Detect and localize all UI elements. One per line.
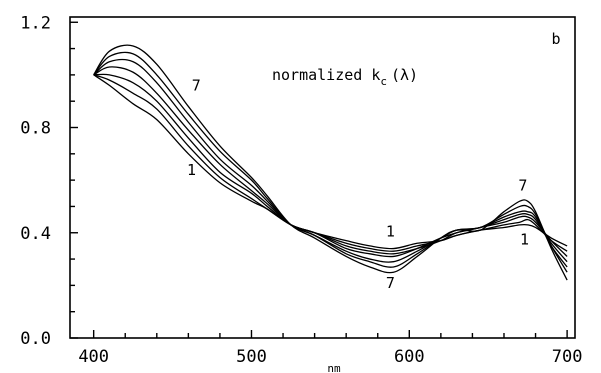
curve-label: 7 (518, 177, 527, 195)
y-tick-label: 1.2 (20, 13, 51, 33)
y-tick-label: 0.0 (20, 329, 51, 349)
curve-label: 1 (386, 223, 395, 241)
tick-labels: 400 500 600 700 0.0 0.4 0.8 1.2 (20, 13, 582, 367)
series-line-5 (93, 58, 568, 268)
y-tick-label: 0.8 (20, 119, 51, 139)
annotation-text: normalized kc (λ) (272, 66, 418, 88)
curve-label: 1 (187, 161, 196, 179)
y-tick-label: 0.4 (20, 224, 51, 244)
annotation-subscript: c (380, 75, 387, 88)
series-line-4 (93, 66, 568, 263)
x-axis-label: nm (327, 362, 341, 373)
tick-marks (70, 21, 568, 339)
series-line-7 (93, 44, 568, 281)
curve-labels: 7 1 1 7 7 1 (187, 77, 529, 292)
plot-lines (93, 44, 568, 281)
series-line-6 (93, 51, 568, 273)
annotation-main: normalized k (272, 66, 380, 84)
x-tick-label: 500 (236, 347, 267, 367)
x-tick-label: 700 (552, 347, 583, 367)
x-tick-label: 600 (394, 347, 425, 367)
curve-label: 7 (386, 274, 395, 292)
panel-label: b (551, 30, 560, 48)
curve-label: 7 (192, 77, 201, 95)
x-tick-label: 400 (78, 347, 109, 367)
series-line-3 (93, 73, 568, 257)
series-line-2 (93, 74, 568, 252)
curve-label: 1 (520, 231, 529, 249)
series-line-1 (93, 74, 568, 250)
plot-frame (69, 16, 576, 339)
annotation-suffix: (λ) (391, 66, 418, 84)
